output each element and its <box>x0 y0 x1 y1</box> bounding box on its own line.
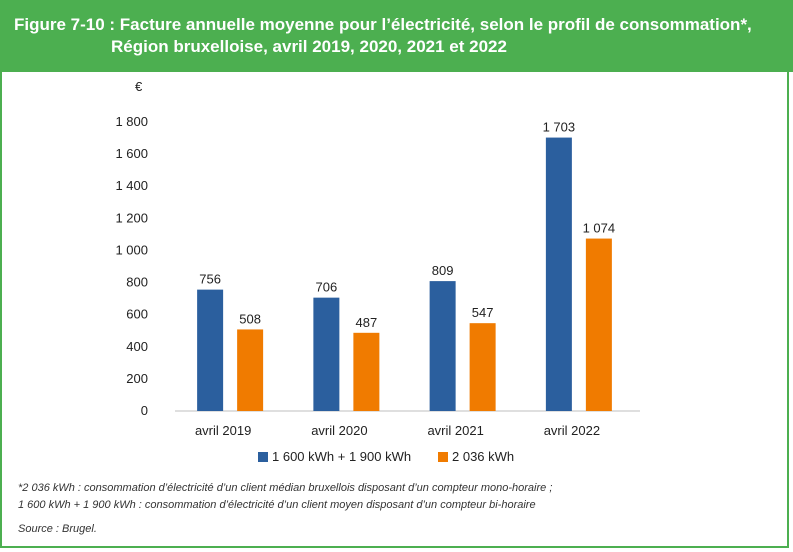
bar <box>545 137 572 411</box>
source-note: Source : Brugel. <box>18 523 97 535</box>
data-label: 547 <box>472 305 494 320</box>
bar <box>429 281 456 411</box>
y-tick-label: 1 600 <box>115 146 148 161</box>
figure-header: Figure 7-10 : Facture annuelle moyenne p… <box>0 0 793 72</box>
bar-chart: €0 200 400 600 800 1 000 1 200 1 400 1 600 1 800 7… <box>115 79 640 464</box>
legend-swatch <box>438 452 448 462</box>
legend-label: 2 036 kWh <box>452 449 514 464</box>
bar <box>353 332 380 411</box>
x-tick-label: avril 2020 <box>311 423 367 438</box>
data-label: 487 <box>356 315 378 330</box>
data-label: 809 <box>432 263 454 278</box>
y-tick-label: 400 <box>126 339 148 354</box>
bar <box>237 329 264 411</box>
data-label: 1 703 <box>543 120 576 135</box>
bar <box>469 323 496 411</box>
bar <box>197 289 224 411</box>
footnote-line-2: 1 600 kWh + 1 900 kWh : consommation d’é… <box>18 499 536 511</box>
y-tick-label: 600 <box>126 307 148 322</box>
figure-title-line-2: Région bruxelloise, avril 2019, 2020, 20… <box>111 37 507 56</box>
y-tick-label: 800 <box>126 275 148 290</box>
footnote-line-1: *2 036 kWh : consommation d’électricité … <box>18 482 553 494</box>
y-tick-label: 0 <box>141 403 148 418</box>
figure-title-line-1: Figure 7-10 : Facture annuelle moyenne p… <box>14 15 752 34</box>
y-tick-label: 1 800 <box>115 114 148 129</box>
bar <box>313 297 340 411</box>
y-tick-label: 1 000 <box>115 242 148 257</box>
legend-swatch <box>258 452 268 462</box>
y-axis-label: € <box>135 79 143 94</box>
y-tick-label: 1 200 <box>115 210 148 225</box>
data-label: 508 <box>239 311 261 326</box>
data-label: 756 <box>199 272 221 287</box>
x-tick-label: avril 2019 <box>195 423 251 438</box>
data-label: 1 074 <box>583 221 616 236</box>
y-tick-label: 1 400 <box>115 178 148 193</box>
data-label: 706 <box>316 280 338 295</box>
x-tick-label: avril 2022 <box>544 423 600 438</box>
x-tick-label: avril 2021 <box>427 423 483 438</box>
legend-label: 1 600 kWh + 1 900 kWh <box>272 449 411 464</box>
bar <box>585 238 612 411</box>
y-tick-label: 200 <box>126 371 148 386</box>
